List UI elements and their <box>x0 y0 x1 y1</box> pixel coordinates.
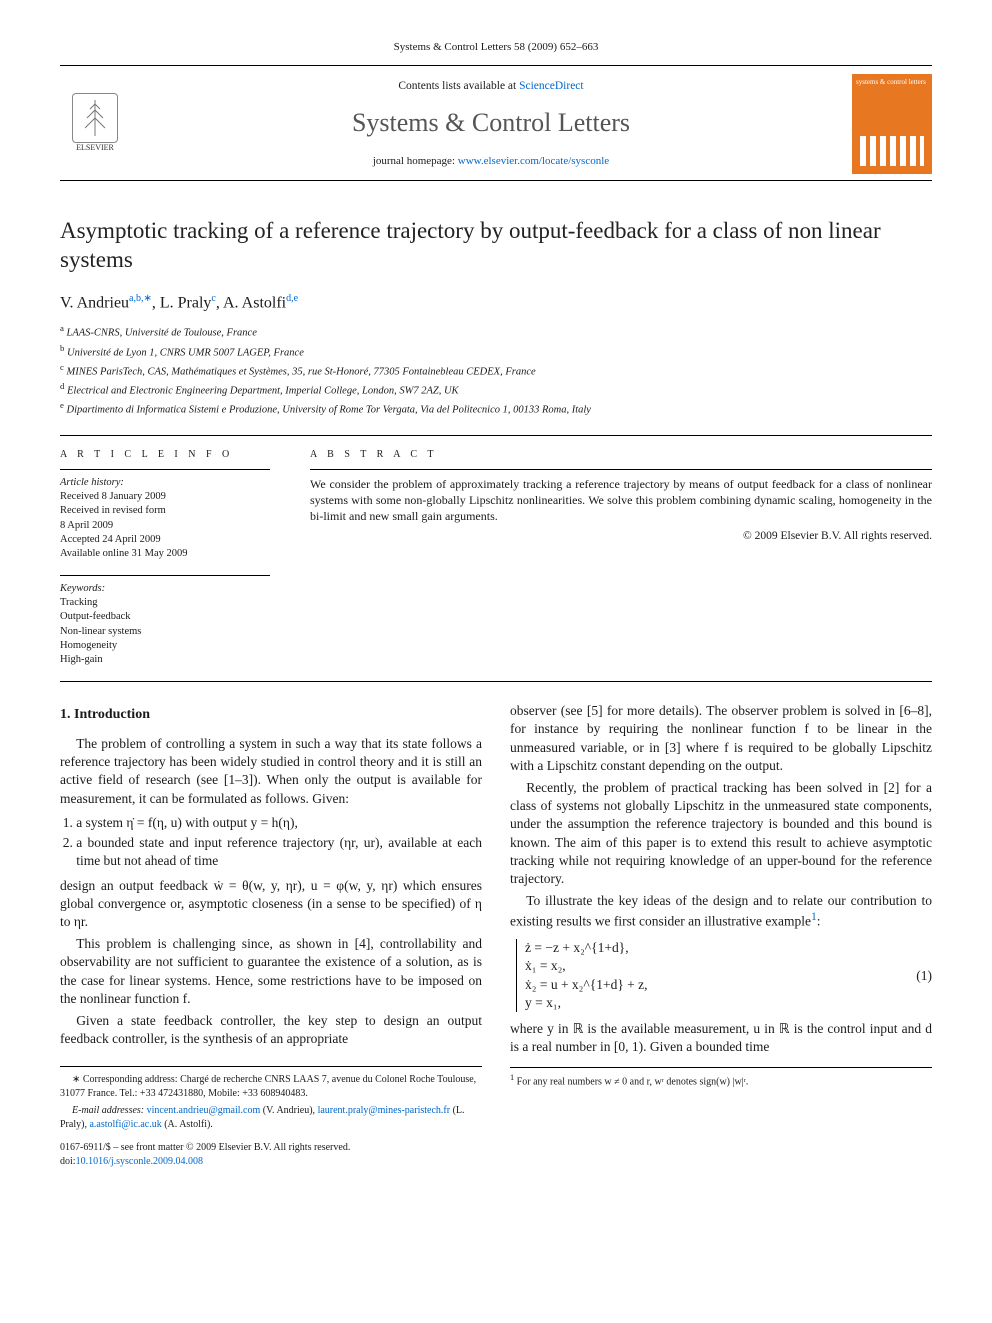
journal-masthead: ELSEVIER Contents lists available at Sci… <box>60 65 932 181</box>
history-accepted: Accepted 24 April 2009 <box>60 533 270 547</box>
para-6: Recently, the problem of practical track… <box>510 779 932 888</box>
journal-homepage-link[interactable]: www.elsevier.com/locate/sysconle <box>458 155 609 167</box>
masthead-center: Contents lists available at ScienceDirec… <box>142 79 840 168</box>
keywords-label: Keywords: <box>60 582 270 596</box>
para-7: To illustrate the key ideas of the desig… <box>510 892 932 931</box>
journal-name: Systems & Control Letters <box>142 105 840 140</box>
affiliation-c: c MINES ParisTech, CAS, Mathématiques et… <box>60 361 932 380</box>
author-2-marks: c <box>211 293 215 304</box>
journal-homepage-line: journal homepage: www.elsevier.com/locat… <box>142 154 840 169</box>
elsevier-tree-icon <box>72 93 118 143</box>
keyword-5: High-gain <box>60 653 270 667</box>
doi-line: doi:10.1016/j.sysconle.2009.04.008 <box>60 1155 482 1169</box>
para-4: Given a state feedback controller, the k… <box>60 1012 482 1048</box>
sciencedirect-link[interactable]: ScienceDirect <box>519 80 584 92</box>
article-info-heading: A R T I C L E I N F O <box>60 448 270 462</box>
equation-1-body: ż = −z + x₂^{1+d}, ẋ₁ = x₂, ẋ₂ = u + x₂^… <box>516 939 648 1012</box>
equation-1-number: (1) <box>904 967 932 985</box>
email-link-3[interactable]: a.astolfi@ic.ac.uk <box>89 1119 161 1130</box>
eq1-line1: ż = −z + x₂^{1+d}, <box>525 939 648 957</box>
article-info-abstract-row: A R T I C L E I N F O Article history: R… <box>60 435 932 683</box>
running-head: Systems & Control Letters 58 (2009) 652–… <box>60 40 932 55</box>
author-1: V. Andrieu <box>60 295 129 312</box>
doi-link[interactable]: 10.1016/j.sysconle.2009.04.008 <box>76 1156 204 1167</box>
article-history: Article history: Received 8 January 2009… <box>60 469 270 561</box>
contents-available-line: Contents lists available at ScienceDirec… <box>142 79 840 95</box>
keywords-block: Keywords: Tracking Output-feedback Non-l… <box>60 575 270 667</box>
right-footnote: 1 For any real numbers w ≠ 0 and r, wʳ d… <box>510 1067 932 1089</box>
history-revised-label: Received in revised form <box>60 504 270 518</box>
article-title: Asymptotic tracking of a reference traje… <box>60 217 932 275</box>
keyword-1: Tracking <box>60 596 270 610</box>
email-link-2[interactable]: laurent.praly@mines-paristech.fr <box>318 1105 451 1116</box>
affiliation-list: a LAAS-CNRS, Université de Toulouse, Fra… <box>60 322 932 418</box>
author-1-marks: a,b,∗ <box>129 293 152 304</box>
body-columns: 1. Introduction The problem of controlli… <box>60 702 932 1168</box>
abstract-block: A B S T R A C T We consider the problem … <box>310 448 932 668</box>
keyword-3: Non-linear systems <box>60 625 270 639</box>
footnote-1: 1 For any real numbers w ≠ 0 and r, wʳ d… <box>510 1072 932 1089</box>
elsevier-wordmark: ELSEVIER <box>76 143 114 154</box>
affiliation-b: b Université de Lyon 1, CNRS UMR 5007 LA… <box>60 342 932 361</box>
cover-label: systems & control letters <box>856 78 926 86</box>
column-left: 1. Introduction The problem of controlli… <box>60 702 482 1168</box>
history-received: Received 8 January 2009 <box>60 490 270 504</box>
author-2: L. Praly <box>160 295 212 312</box>
abstract-text: We consider the problem of approximately… <box>310 476 932 525</box>
eq1-line4: y = x₁, <box>525 994 648 1012</box>
abstract-heading: A B S T R A C T <box>310 448 932 462</box>
para-5: observer (see [5] for more details). The… <box>510 702 932 775</box>
author-list: V. Andrieua,b,∗, L. Pralyc, A. Astolfid,… <box>60 292 932 314</box>
left-footnotes: ∗ Corresponding address: Chargé de reche… <box>60 1066 482 1131</box>
equation-1: ż = −z + x₂^{1+d}, ẋ₁ = x₂, ẋ₂ = u + x₂^… <box>510 939 932 1012</box>
corresponding-footnote: ∗ Corresponding address: Chargé de reche… <box>60 1073 482 1100</box>
eq1-line3: ẋ₂ = u + x₂^{1+d} + z, <box>525 976 648 994</box>
affiliation-e: e Dipartimento di Informatica Sistemi e … <box>60 399 932 418</box>
email-name-3: (A. Astolfi). <box>164 1119 213 1130</box>
doi-block: 0167-6911/$ – see front matter © 2009 El… <box>60 1141 482 1168</box>
given-item-1: a system η̇ = f(η, u) with output y = h(… <box>76 814 482 832</box>
elsevier-logo: ELSEVIER <box>60 84 130 164</box>
keyword-4: Homogeneity <box>60 639 270 653</box>
para-3: This problem is challenging since, as sh… <box>60 935 482 1008</box>
author-3-marks: d,e <box>286 293 298 304</box>
history-online: Available online 31 May 2009 <box>60 547 270 561</box>
email-link-1[interactable]: vincent.andrieu@gmail.com <box>147 1105 261 1116</box>
front-matter-line: 0167-6911/$ – see front matter © 2009 El… <box>60 1141 482 1155</box>
column-right: observer (see [5] for more details). The… <box>510 702 932 1168</box>
homepage-prefix: journal homepage: <box>373 155 458 167</box>
history-revised-date: 8 April 2009 <box>60 519 270 533</box>
given-list: a system η̇ = f(η, u) with output y = h(… <box>76 814 482 871</box>
affiliation-a: a LAAS-CNRS, Université de Toulouse, Fra… <box>60 322 932 341</box>
affiliation-d: d Electrical and Electronic Engineering … <box>60 380 932 399</box>
para-8: where y in ℝ is the available measuremen… <box>510 1020 932 1056</box>
journal-cover-thumbnail: systems & control letters <box>852 74 932 174</box>
history-label: Article history: <box>60 476 270 490</box>
section-1-heading: 1. Introduction <box>60 706 482 725</box>
email-footnote: E-mail addresses: vincent.andrieu@gmail.… <box>60 1104 482 1131</box>
given-item-2: a bounded state and input reference traj… <box>76 834 482 870</box>
author-3: A. Astolfi <box>223 295 286 312</box>
contents-prefix: Contents lists available at <box>398 80 519 92</box>
para-2: design an output feedback ẇ = θ(w, y, ηr… <box>60 877 482 932</box>
para-1: The problem of controlling a system in s… <box>60 735 482 808</box>
keyword-2: Output-feedback <box>60 610 270 624</box>
abstract-copyright: © 2009 Elsevier B.V. All rights reserved… <box>310 529 932 545</box>
email-label: E-mail addresses: <box>72 1105 144 1116</box>
abstract-body: We consider the problem of approximately… <box>310 469 932 544</box>
article-info-block: A R T I C L E I N F O Article history: R… <box>60 448 270 668</box>
eq1-line2: ẋ₁ = x₂, <box>525 957 648 975</box>
email-name-1: (V. Andrieu), <box>263 1105 315 1116</box>
